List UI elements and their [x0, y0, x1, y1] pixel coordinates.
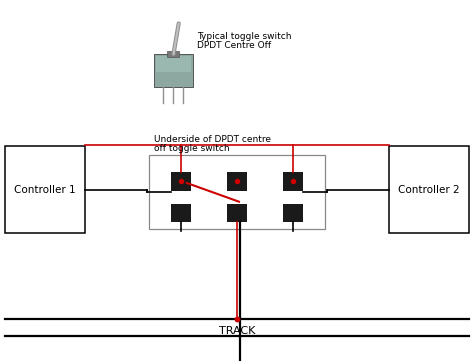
Text: DPDT Centre Off: DPDT Centre Off [197, 41, 271, 49]
Bar [227, 204, 247, 222]
Text: Typical toggle switch: Typical toggle switch [197, 32, 291, 40]
Text: Controller 2: Controller 2 [398, 184, 460, 195]
Bar [227, 172, 247, 191]
Bar [171, 172, 191, 191]
Bar [154, 54, 193, 87]
Text: Controller 1: Controller 1 [14, 184, 76, 195]
Text: Underside of DPDT centre: Underside of DPDT centre [154, 135, 271, 144]
Bar [156, 56, 191, 72]
Bar [149, 155, 325, 229]
Bar [283, 204, 303, 222]
Bar [283, 172, 303, 191]
Bar [5, 146, 85, 233]
Text: off toggle switch: off toggle switch [154, 144, 230, 153]
Bar [171, 204, 191, 222]
Bar [389, 146, 469, 233]
Text: TRACK: TRACK [219, 326, 255, 336]
Bar [167, 51, 179, 57]
